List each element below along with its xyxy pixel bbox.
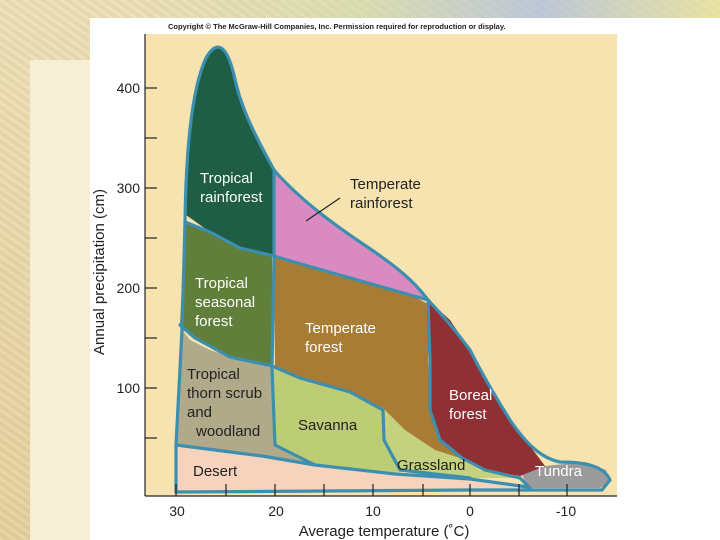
temperate-rainforest-pointer xyxy=(305,197,341,222)
region-tropical-rainforest xyxy=(186,47,274,255)
region-tundra xyxy=(520,462,610,488)
label-temperate-forest: Temperate forest xyxy=(305,320,380,356)
region-tropical-thorn-scrub xyxy=(176,330,315,465)
label-tropical-rainforest: Tropical rainforest xyxy=(200,170,263,206)
copyright-notice: Copyright © The McGraw-Hill Companies, I… xyxy=(168,22,506,31)
region-grassland xyxy=(383,410,520,478)
y-tick-label: 300 xyxy=(117,180,141,196)
label-savanna: Savanna xyxy=(298,417,358,434)
region-boreal-forest xyxy=(428,300,545,476)
label-temperate-rainforest: Temperate rainforest xyxy=(350,176,425,212)
label-tropical-seasonal-forest: Tropical seasonal forest xyxy=(195,275,259,330)
left-margin-strip xyxy=(30,60,90,540)
x-tick-label: -10 xyxy=(556,503,576,519)
label-desert: Desert xyxy=(193,463,238,480)
y-tick-label: 100 xyxy=(117,380,141,396)
x-axis-title: Average temperature (˚C) xyxy=(299,523,470,540)
axes xyxy=(144,34,617,497)
label-grassland: Grassland xyxy=(397,457,465,474)
region-tropical-seasonal-forest xyxy=(180,222,272,365)
x-tick-label: 30 xyxy=(169,503,185,519)
y-axis-title: Annual precipitation (cm) xyxy=(91,189,108,355)
label-tropical-thorn-scrub: Tropical thorn scrub and woodland xyxy=(187,366,266,440)
region-savanna xyxy=(272,368,400,474)
y-tick-label: 200 xyxy=(117,280,141,296)
label-boreal-forest: Boreal forest xyxy=(449,387,497,423)
biome-boundaries xyxy=(174,45,612,494)
label-tundra: Tundra xyxy=(535,463,583,480)
region-temperate-forest xyxy=(274,256,460,458)
y-tick-label: 400 xyxy=(117,80,141,96)
x-tick-label: 20 xyxy=(268,503,284,519)
x-tick-label: 0 xyxy=(466,503,474,519)
x-tick-label: 10 xyxy=(365,503,381,519)
